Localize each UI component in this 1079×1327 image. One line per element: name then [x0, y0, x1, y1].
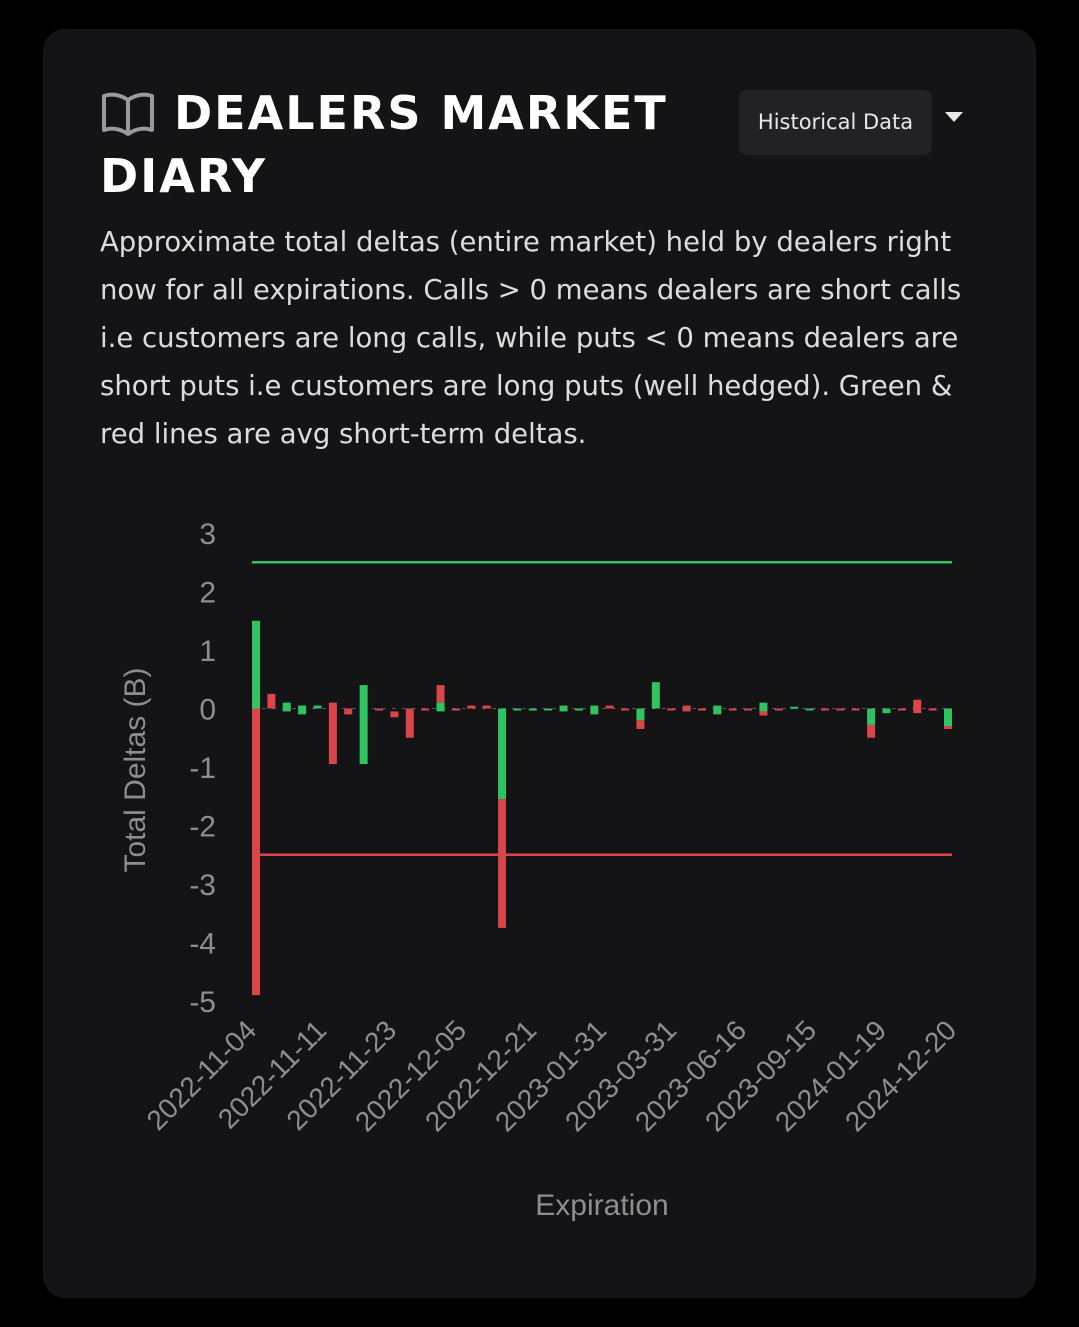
- delta-bar: [882, 708, 891, 714]
- delta-bar: [713, 705, 722, 715]
- delta-bar: [944, 708, 952, 727]
- delta-bar: [697, 708, 706, 711]
- y-tick-label: -1: [189, 752, 216, 785]
- delta-bar: [298, 705, 307, 715]
- chevron-down-icon[interactable]: [945, 112, 963, 122]
- delta-bar: [344, 711, 353, 715]
- delta-bar: [928, 708, 937, 711]
- delta-bar: [867, 724, 876, 738]
- diary-card: [43, 29, 1036, 1298]
- delta-bar: [544, 708, 553, 711]
- delta-bar: [897, 708, 906, 711]
- avg-lines: [252, 561, 952, 856]
- y-axis-title: Total Deltas (B): [119, 667, 152, 872]
- delta-bar: [820, 708, 829, 711]
- delta-bar: [436, 685, 445, 703]
- delta-bar: [621, 708, 630, 711]
- book-icon: [102, 92, 154, 136]
- y-axis-ticks: 3 2 1 0 -1 -2 -3 -4 -5: [189, 518, 216, 1019]
- x-axis-ticks: 2022-11-042022-11-112022-11-232022-12-05…: [141, 1014, 963, 1137]
- delta-bar: [636, 720, 645, 729]
- delta-bar: [913, 699, 922, 714]
- delta-bar: [359, 685, 368, 765]
- delta-bar: [636, 708, 645, 721]
- historical-data-button[interactable]: Historical Data: [739, 90, 932, 155]
- delta-bar: [482, 705, 491, 709]
- delta-bar: [759, 711, 768, 716]
- y-tick-label: 3: [199, 518, 216, 551]
- delta-bar: [498, 799, 507, 928]
- y-tick-label: 1: [199, 635, 216, 668]
- delta-bar: [313, 705, 322, 709]
- delta-bar: [651, 682, 660, 709]
- delta-bar: [667, 708, 676, 711]
- delta-bar: [498, 708, 507, 800]
- delta-bar: [836, 708, 845, 711]
- delta-bar: [590, 705, 599, 715]
- delta-bar: [728, 708, 737, 711]
- bars: [252, 620, 952, 996]
- delta-bar: [605, 705, 614, 709]
- delta-bar: [805, 708, 814, 711]
- x-axis-title: Expiration: [535, 1189, 668, 1222]
- y-tick-label: -4: [189, 928, 216, 961]
- delta-bar: [436, 702, 445, 712]
- delta-bar: [513, 708, 522, 711]
- delta-bar: [405, 708, 414, 738]
- delta-bar: [252, 620, 260, 709]
- y-tick-label: -5: [189, 986, 216, 1019]
- y-tick-label: -2: [189, 811, 216, 844]
- delta-bar: [559, 705, 568, 712]
- delta-bar: [574, 708, 583, 711]
- delta-bar: [944, 726, 952, 729]
- delta-bar: [252, 708, 260, 996]
- delta-bar: [421, 708, 430, 711]
- delta-bar: [682, 705, 691, 712]
- delta-bar: [328, 702, 337, 765]
- delta-bar: [451, 708, 460, 711]
- delta-bar: [759, 702, 768, 712]
- delta-bar: [375, 708, 384, 711]
- delta-bar: [344, 708, 353, 712]
- delta-bar: [790, 706, 799, 709]
- y-tick-label: 2: [199, 577, 216, 610]
- delta-bar: [851, 708, 860, 711]
- delta-bar: [282, 702, 291, 712]
- delta-bar: [867, 708, 876, 725]
- y-tick-label: 0: [199, 694, 216, 727]
- y-tick-label: -3: [189, 869, 216, 902]
- delta-bar: [390, 711, 399, 718]
- page-title: DEALERS MARKET DIARY: [100, 86, 668, 203]
- delta-bar: [528, 708, 537, 711]
- chart-description: Approximate total deltas (entire market)…: [100, 226, 962, 450]
- delta-bar: [744, 708, 753, 711]
- delta-bar: [774, 708, 783, 711]
- delta-bar: [267, 693, 276, 709]
- delta-bar: [467, 705, 476, 709]
